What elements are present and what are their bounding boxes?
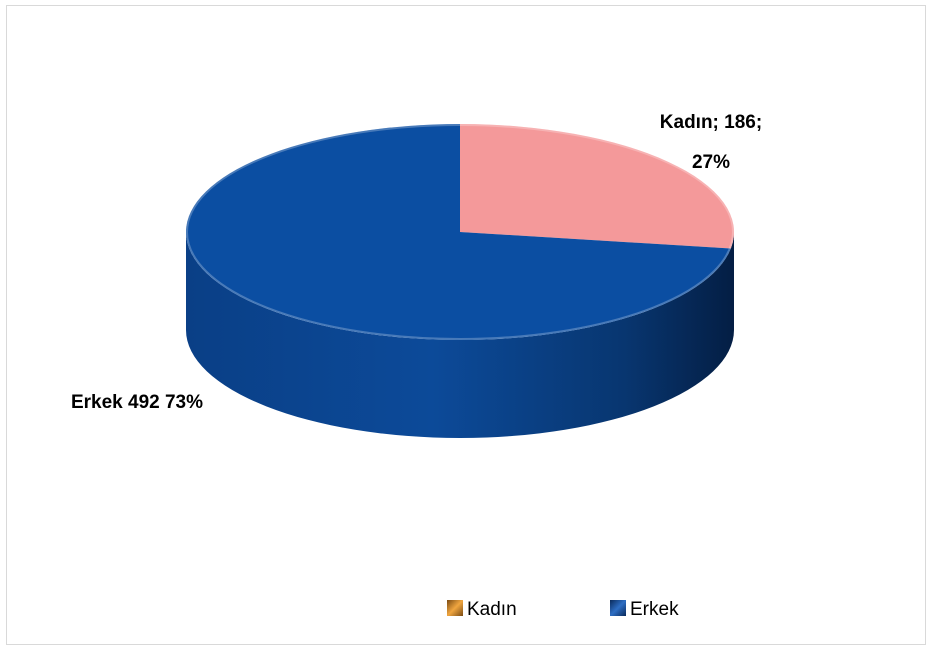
chart-frame: Kadın; 186; 27% Erkek 492 73% Kadın Erke…: [6, 5, 926, 645]
legend-label-erkek: Erkek: [630, 599, 679, 620]
data-label-kadin-line2: 27%: [692, 152, 730, 173]
data-label-kadin-line1: Kadın; 186;: [660, 112, 762, 133]
pie-slice-kadin: [460, 124, 734, 249]
pie-slice-erkek: [186, 124, 731, 341]
data-label-erkek: Erkek 492 73%: [71, 392, 203, 413]
pie-rim-highlight: [186, 124, 734, 340]
pie-side-wall: [186, 232, 734, 438]
legend: Kadın Erkek: [447, 599, 679, 620]
pie-side: [186, 232, 734, 438]
legend-swatch-erkek: [610, 600, 626, 616]
pie-chart: Kadın; 186; 27% Erkek 492 73% Kadın Erke…: [71, 112, 762, 620]
pie-labels: Kadın; 186; 27% Erkek 492 73%: [71, 112, 762, 413]
legend-swatch-kadin: [447, 600, 463, 616]
legend-label-kadin: Kadın: [467, 599, 517, 620]
pie-top: [186, 124, 734, 341]
